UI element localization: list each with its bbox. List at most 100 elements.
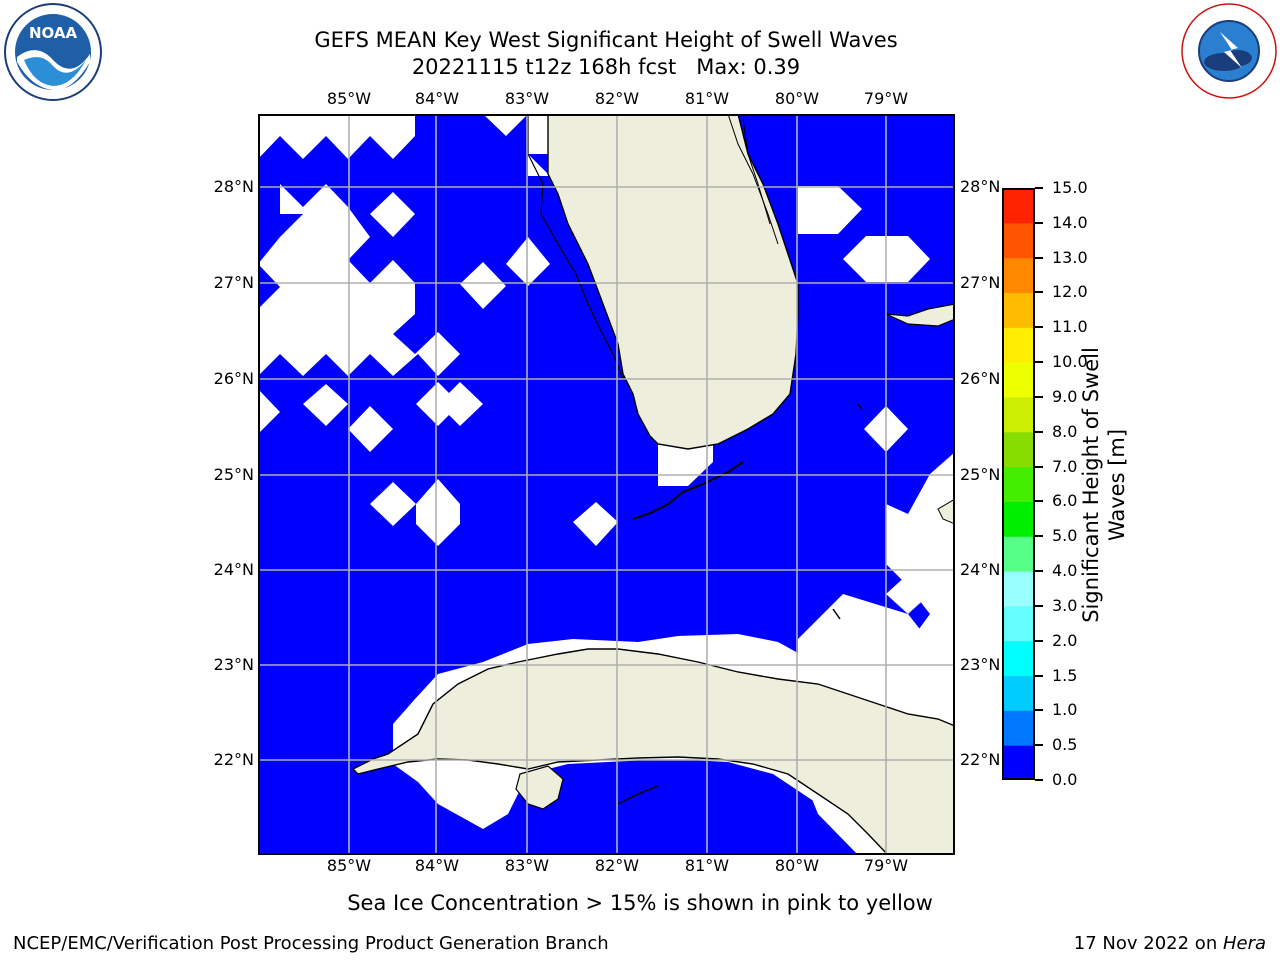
- footer-date: 17 Nov 2022 on Hera: [1074, 933, 1266, 954]
- lon-label-bottom: 82°W: [594, 856, 640, 875]
- lat-label-left: 28°N: [213, 177, 254, 196]
- colorbar-segment: [1002, 222, 1035, 259]
- lat-label-right: 27°N: [960, 273, 1001, 292]
- lat-label-right: 22°N: [960, 750, 1001, 769]
- map-gridlines: [258, 114, 955, 855]
- colorbar-tick-label: 13.0: [1052, 247, 1088, 267]
- colorbar-tick-mark: [1035, 221, 1043, 224]
- colorbar-segment: [1002, 745, 1035, 781]
- colorbar-tick-mark: [1035, 291, 1043, 294]
- lon-label-top: 80°W: [774, 89, 820, 108]
- colorbar: [1002, 188, 1035, 781]
- colorbar-segment: [1002, 675, 1035, 711]
- colorbar-tick-label: 1.5: [1052, 665, 1078, 685]
- map-frame: [258, 114, 955, 855]
- colorbar-tick-mark: [1035, 570, 1043, 573]
- colorbar-tick-mark: [1035, 256, 1043, 259]
- colorbar-tick-label: 0.0: [1052, 770, 1078, 789]
- colorbar-tick-mark: [1035, 604, 1043, 607]
- colorbar-tick-label: 4.0: [1052, 561, 1078, 581]
- colorbar-frame: [1002, 188, 1035, 780]
- lon-label-bottom: 81°W: [684, 856, 730, 875]
- colorbar-segment: [1002, 327, 1035, 363]
- colorbar-tick-label: 14.0: [1052, 212, 1088, 232]
- footer-machine: Hera: [1222, 933, 1266, 954]
- lat-label-left: 24°N: [213, 560, 254, 579]
- colorbar-segment: [1002, 188, 1035, 224]
- lon-label-top: 83°W: [504, 89, 550, 108]
- lat-label-right: 25°N: [960, 465, 1001, 484]
- colorbar-segment: [1002, 640, 1035, 677]
- lat-label-left: 25°N: [213, 465, 254, 484]
- lon-label-bottom: 85°W: [326, 856, 372, 875]
- lat-label-left: 27°N: [213, 273, 254, 292]
- colorbar-tick-label: 11.0: [1052, 317, 1088, 337]
- colorbar-segment: [1002, 536, 1035, 572]
- lat-label-left: 23°N: [213, 655, 254, 674]
- sea-ice-note: Sea Ice Concentration > 15% is shown in …: [347, 891, 933, 915]
- colorbar-tick-label: 2.0: [1052, 630, 1078, 650]
- colorbar-tick-mark: [1035, 187, 1043, 189]
- lat-label-right: 23°N: [960, 655, 1001, 674]
- colorbar-segment: [1002, 605, 1035, 642]
- map-panel: [258, 113, 956, 856]
- colorbar-tick-mark: [1035, 744, 1043, 747]
- colorbar-tick-label: 10.0: [1052, 352, 1088, 372]
- colorbar-tick-mark: [1035, 500, 1043, 503]
- colorbar-tick-label: 0.5: [1052, 735, 1078, 755]
- colorbar-tick-label: 9.0: [1052, 386, 1078, 406]
- lon-label-top: 85°W: [326, 89, 372, 108]
- lon-label-bottom: 84°W: [414, 856, 460, 875]
- noaa-logo: NOAA: [2, 2, 104, 102]
- lon-label-bottom: 80°W: [774, 856, 820, 875]
- colorbar-tick-mark: [1035, 639, 1043, 642]
- colorbar-tick-label: 5.0: [1052, 526, 1078, 546]
- colorbar-segment: [1002, 571, 1035, 607]
- colorbar-tick-mark: [1035, 361, 1043, 364]
- colorbar-tick-mark: [1035, 779, 1043, 781]
- colorbar-tick-label: 12.0: [1052, 282, 1088, 302]
- lon-label-top: 84°W: [414, 89, 460, 108]
- colorbar-segment: [1002, 710, 1035, 746]
- chart-title-line2: 20221115 t12z 168h fcst Max: 0.39: [411, 55, 801, 79]
- lat-label-left: 26°N: [213, 369, 254, 388]
- lon-label-bottom: 83°W: [504, 856, 550, 875]
- colorbar-tick-mark: [1035, 709, 1043, 712]
- colorbar-segment: [1002, 362, 1035, 398]
- lat-label-right: 26°N: [960, 369, 1001, 388]
- colorbar-tick-mark: [1035, 395, 1043, 398]
- lat-label-right: 28°N: [960, 177, 1001, 196]
- noaa-logo-text: NOAA: [29, 24, 78, 42]
- colorbar-tick-label: 6.0: [1052, 491, 1078, 511]
- colorbar-segment: [1002, 431, 1035, 468]
- lat-label-right: 24°N: [960, 560, 1001, 579]
- colorbar-segment: [1002, 466, 1035, 502]
- florida-landmass: [528, 113, 799, 450]
- colorbar-tick-mark: [1035, 326, 1043, 329]
- colorbar-segment: [1002, 501, 1035, 537]
- colorbar-tick-mark: [1035, 430, 1043, 433]
- colorbar-segment: [1002, 257, 1035, 293]
- lon-label-top: 82°W: [594, 89, 640, 108]
- colorbar-tick-mark: [1035, 465, 1043, 468]
- footer-date-text: 17 Nov 2022 on: [1073, 933, 1223, 954]
- colorbar-segment: [1002, 292, 1035, 328]
- chart-title-line1: GEFS MEAN Key West Significant Height of…: [314, 28, 898, 52]
- colorbar-tick-label: 15.0: [1052, 178, 1088, 197]
- colorbar-label-line1: Significant Height of Swell: [1079, 347, 1103, 623]
- colorbar-tick-mark: [1035, 674, 1043, 677]
- colorbar-tick-label: 8.0: [1052, 421, 1078, 441]
- colorbar-tick-label: 7.0: [1052, 456, 1078, 476]
- lon-label-bottom: 79°W: [863, 856, 909, 875]
- colorbar-tick-label: 1.0: [1052, 700, 1078, 720]
- lon-label-top: 79°W: [863, 89, 909, 108]
- colorbar-tick-label: 3.0: [1052, 595, 1078, 615]
- map-canvas: [258, 113, 956, 856]
- colorbar-label-line2: Waves [m]: [1105, 428, 1129, 542]
- colorbar-tick-mark: [1035, 535, 1043, 538]
- colorbar-segment: [1002, 396, 1035, 433]
- florida-keys: [632, 461, 744, 520]
- lat-label-left: 22°N: [213, 750, 254, 769]
- nws-logo: [1180, 2, 1278, 100]
- lon-label-top: 81°W: [684, 89, 730, 108]
